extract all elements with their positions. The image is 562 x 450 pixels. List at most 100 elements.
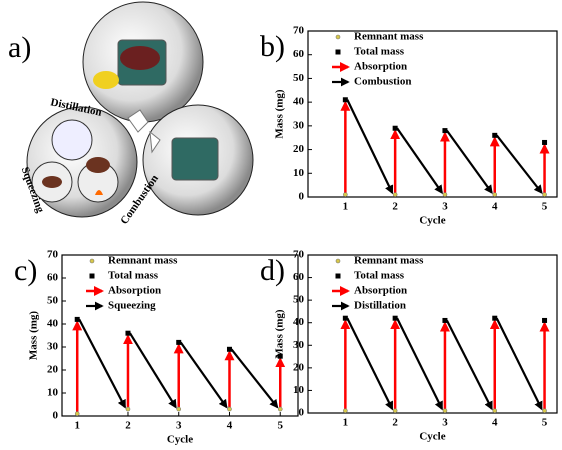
removal-arrow: [78, 318, 126, 409]
total-point: [125, 330, 131, 336]
total-point: [392, 125, 398, 131]
plot-frame: [307, 30, 558, 198]
y-tick-label: 50: [47, 295, 59, 307]
remnant-point: [492, 192, 498, 197]
y-tick-label: 50: [293, 294, 305, 306]
x-tick-label: 5: [542, 201, 548, 213]
inner-circle: [51, 119, 93, 161]
y-tick-label: 0: [299, 191, 305, 203]
y-tick-label: 60: [47, 272, 59, 284]
x-tick-label: 3: [442, 201, 448, 213]
total-point: [442, 128, 448, 134]
y-tick-label: 0: [299, 407, 305, 419]
legend-label: Distillation: [354, 300, 406, 312]
legend-marker: [335, 273, 341, 279]
y-tick-label: 40: [47, 318, 59, 330]
y-tick-label: 30: [293, 119, 305, 131]
y-tick-label: 30: [47, 341, 59, 353]
y-axis-label: Mass (mg): [274, 89, 286, 139]
remnant-point: [125, 406, 131, 412]
removal-arrow: [179, 341, 228, 409]
y-tick-label: 40: [293, 96, 305, 108]
remnant-point: [492, 408, 498, 414]
removal-arrow: [495, 134, 543, 195]
remnant-point: [542, 408, 547, 414]
remnant-point: [176, 406, 182, 412]
removal-arrow: [129, 332, 177, 409]
total-point: [277, 353, 283, 359]
legend-label: Remnant mass: [108, 255, 178, 267]
y-tick-label: 20: [293, 361, 305, 373]
x-tick-label: 1: [74, 420, 80, 432]
total-point: [392, 315, 398, 321]
y-tick-label: 70: [293, 249, 305, 261]
removal-arrow: [346, 317, 394, 411]
removal-arrow: [445, 319, 493, 411]
x-axis-label: Cycle: [419, 215, 445, 227]
x-tick-label: 3: [442, 417, 448, 429]
legend-label: Combustion: [354, 76, 411, 88]
x-tick-label: 1: [343, 201, 349, 213]
x-tick-label: 5: [277, 420, 283, 432]
remnant-point: [392, 408, 398, 414]
legend-label: Absorption: [354, 61, 407, 73]
removal-arrow: [396, 127, 443, 195]
remnant-point: [74, 411, 80, 417]
y-axis-label: Mass (mg): [274, 309, 286, 359]
removal-arrow: [346, 99, 394, 195]
removal-arrow: [230, 348, 279, 409]
removal-arrow: [396, 317, 443, 411]
legend-marker: [89, 273, 95, 279]
y-tick-label: 70: [47, 249, 59, 261]
total-point: [542, 139, 548, 145]
legend-marker: [335, 49, 341, 55]
legend-label: Total mass: [108, 270, 159, 282]
x-tick-label: 2: [125, 420, 131, 432]
legend-label: Absorption: [354, 285, 407, 297]
total-point: [74, 316, 80, 322]
sponge: [42, 176, 62, 188]
x-tick-label: 5: [542, 417, 548, 429]
total-point: [492, 315, 498, 321]
legend-label: Remnant mass: [354, 31, 424, 43]
remnant-point: [442, 192, 448, 197]
panel-label: a): [8, 31, 31, 64]
legend-marker: [335, 34, 341, 40]
total-point: [492, 132, 498, 138]
y-tick-label: 60: [293, 48, 305, 60]
illustration: a) Distillation Combustion Squeezing: [8, 1, 254, 227]
y-tick-label: 10: [47, 387, 59, 399]
total-point: [342, 97, 348, 103]
x-axis-label: Cycle: [167, 434, 193, 446]
x-tick-label: 4: [227, 420, 233, 432]
plot-frame: [307, 254, 558, 414]
legend-label: Total mass: [354, 270, 405, 282]
flame: [95, 190, 103, 195]
x-tick-label: 3: [176, 420, 182, 432]
beaker: [171, 137, 219, 181]
panel-label: b): [260, 30, 285, 63]
y-tick-label: 10: [293, 167, 305, 179]
remnant-point: [343, 408, 348, 414]
remnant-point: [277, 406, 283, 412]
remnant-point: [343, 192, 348, 197]
y-tick-label: 20: [293, 143, 305, 155]
x-tick-label: 2: [392, 417, 398, 429]
removal-arrow: [495, 317, 543, 411]
recycle-icon: [127, 109, 161, 154]
y-tick-label: 70: [293, 25, 305, 37]
legend-label: Total mass: [354, 46, 405, 58]
total-point: [442, 317, 448, 323]
y-tick-label: 50: [293, 72, 305, 84]
y-tick-label: 30: [293, 339, 305, 351]
remnant-point: [542, 192, 547, 197]
sponge: [86, 157, 110, 173]
x-tick-label: 4: [492, 417, 498, 429]
x-axis-label: Cycle: [419, 431, 445, 443]
panel-label: d): [260, 254, 285, 287]
y-tick-label: 20: [47, 364, 59, 376]
sponge: [93, 71, 119, 89]
legend-marker: [335, 258, 341, 264]
legend-label: Absorption: [108, 285, 161, 297]
